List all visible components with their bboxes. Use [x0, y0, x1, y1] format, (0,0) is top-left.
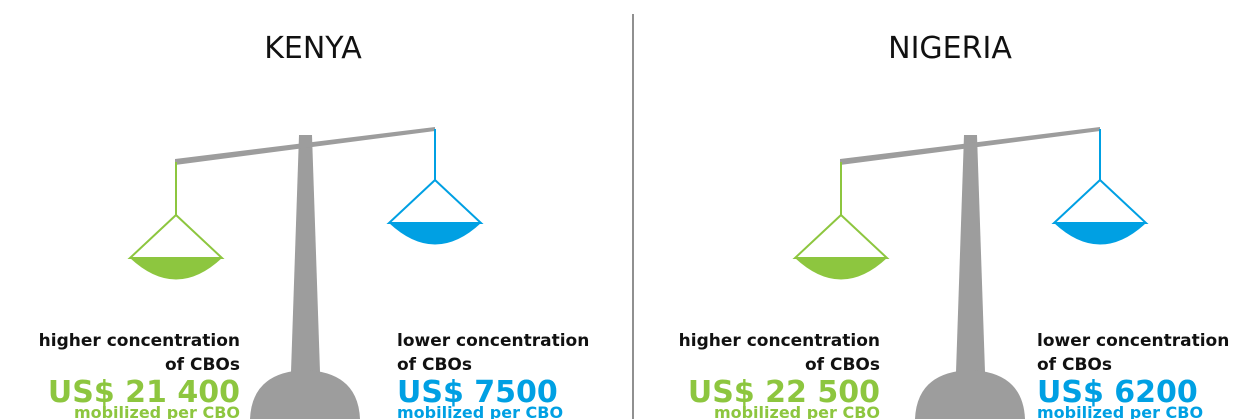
- label-line: of CBOs: [165, 355, 240, 375]
- label-line: of CBOs: [397, 355, 472, 375]
- panel-title: NIGERIA: [888, 31, 1012, 66]
- scale-post: [956, 135, 985, 372]
- amount-caption: mobilized per CBO: [714, 403, 880, 419]
- left-pan-triangle: [795, 215, 887, 258]
- label-line: of CBOs: [805, 355, 880, 375]
- amount-caption: mobilized per CBO: [1037, 403, 1203, 419]
- label-line: higher concentration: [39, 331, 240, 351]
- panel-title: KENYA: [264, 31, 362, 66]
- right-pan-bowl: [389, 223, 481, 245]
- label-line: of CBOs: [1037, 355, 1112, 375]
- label-line: lower concentration: [397, 331, 589, 351]
- right-pan-triangle: [1054, 180, 1146, 223]
- scale-base: [250, 370, 360, 419]
- right-pan-triangle: [389, 180, 481, 223]
- scale-post: [291, 135, 320, 372]
- label-line: lower concentration: [1037, 331, 1229, 351]
- page: KENYAhigher concentrationof CBOsUS$ 21 4…: [0, 0, 1253, 419]
- right-pan-bowl: [1054, 223, 1146, 245]
- left-pan-bowl: [130, 258, 222, 280]
- scale-base: [915, 370, 1025, 419]
- amount-caption: mobilized per CBO: [74, 403, 240, 419]
- left-pan-bowl: [795, 258, 887, 280]
- left-pan-triangle: [130, 215, 222, 258]
- amount-caption: mobilized per CBO: [397, 403, 563, 419]
- label-line: higher concentration: [679, 331, 880, 351]
- infographic: KENYAhigher concentrationof CBOsUS$ 21 4…: [0, 0, 1253, 419]
